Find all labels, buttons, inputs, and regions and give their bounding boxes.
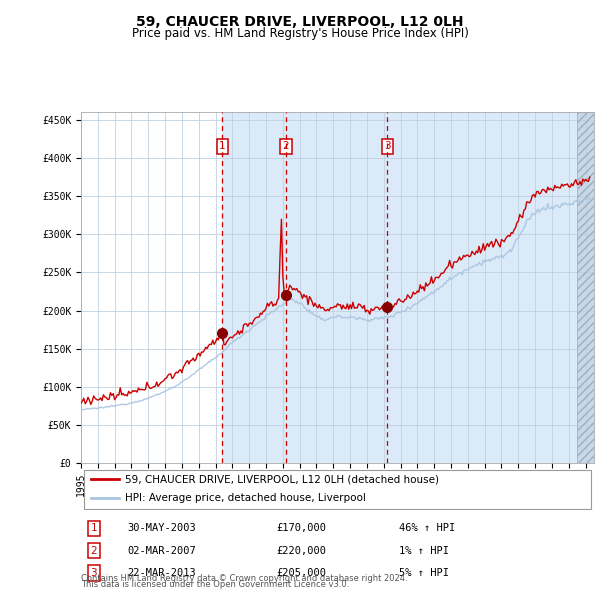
Bar xyxy=(577,112,594,463)
Text: 2: 2 xyxy=(283,142,289,152)
Text: 1% ↑ HPI: 1% ↑ HPI xyxy=(399,546,449,556)
Text: 1: 1 xyxy=(219,142,226,152)
FancyBboxPatch shape xyxy=(83,470,592,509)
Text: £170,000: £170,000 xyxy=(276,523,326,533)
Text: 5% ↑ HPI: 5% ↑ HPI xyxy=(399,568,449,578)
Text: 3: 3 xyxy=(91,568,97,578)
Bar xyxy=(577,112,594,463)
Text: 1: 1 xyxy=(91,523,97,533)
Text: 46% ↑ HPI: 46% ↑ HPI xyxy=(399,523,455,533)
Text: £205,000: £205,000 xyxy=(276,568,326,578)
Text: HPI: Average price, detached house, Liverpool: HPI: Average price, detached house, Live… xyxy=(125,493,365,503)
Text: 30-MAY-2003: 30-MAY-2003 xyxy=(127,523,196,533)
Text: This data is licensed under the Open Government Licence v3.0.: This data is licensed under the Open Gov… xyxy=(81,581,349,589)
Text: £220,000: £220,000 xyxy=(276,546,326,556)
Text: 02-MAR-2007: 02-MAR-2007 xyxy=(127,546,196,556)
Text: Price paid vs. HM Land Registry's House Price Index (HPI): Price paid vs. HM Land Registry's House … xyxy=(131,27,469,40)
Text: 22-MAR-2013: 22-MAR-2013 xyxy=(127,568,196,578)
Text: 3: 3 xyxy=(384,142,391,152)
Text: Contains HM Land Registry data © Crown copyright and database right 2024.: Contains HM Land Registry data © Crown c… xyxy=(81,574,407,583)
Text: 59, CHAUCER DRIVE, LIVERPOOL, L12 0LH: 59, CHAUCER DRIVE, LIVERPOOL, L12 0LH xyxy=(136,15,464,29)
Bar xyxy=(223,112,577,463)
Text: 59, CHAUCER DRIVE, LIVERPOOL, L12 0LH (detached house): 59, CHAUCER DRIVE, LIVERPOOL, L12 0LH (d… xyxy=(125,474,439,484)
Text: 2: 2 xyxy=(91,546,97,556)
